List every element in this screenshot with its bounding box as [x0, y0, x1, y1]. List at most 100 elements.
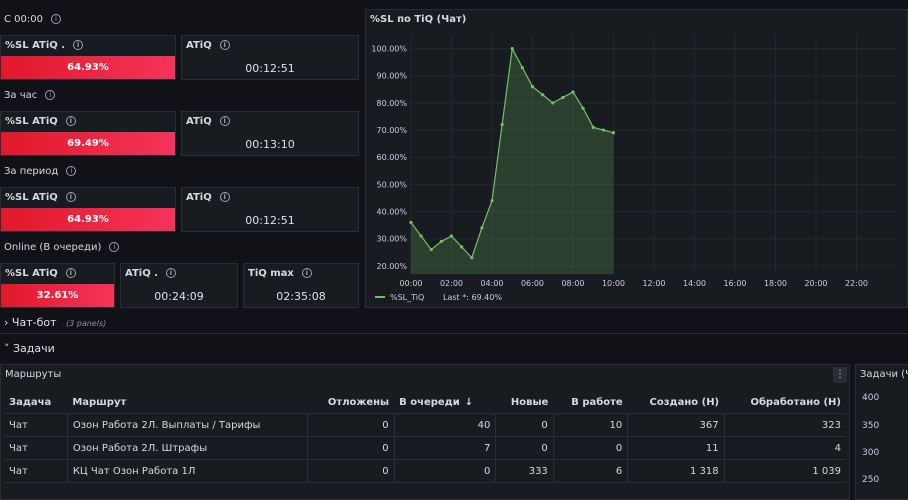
info-icon[interactable]: i: [219, 40, 230, 50]
legend-last-value: Last *: 69.40%: [443, 293, 502, 302]
column-header[interactable]: Обработано (Н): [724, 391, 846, 414]
column-header[interactable]: Новые: [495, 391, 554, 414]
info-icon[interactable]: i: [301, 268, 312, 278]
stat-value: 00:13:10: [245, 138, 295, 151]
info-icon[interactable]: i: [219, 116, 230, 126]
table-cell: 0: [552, 436, 628, 460]
info-icon[interactable]: i: [50, 14, 61, 24]
table-row[interactable]: Чат Озон Работа 2Л. Штрафы 0 7 0 0 11 4: [4, 436, 846, 460]
column-header[interactable]: В очереди ↓: [394, 391, 496, 414]
table-cell: Озон Работа 2Л. Выплаты / Тарифы: [66, 413, 308, 437]
table-cell: 323: [723, 413, 846, 437]
x-tick-label: 04:00: [480, 279, 503, 288]
data-point: [510, 46, 514, 51]
panel-title: %SL ATiQ i: [5, 116, 76, 127]
x-tick-label: 06:00: [521, 279, 544, 288]
table-cell: КЦ Чат Озон Работа 1Л: [66, 459, 308, 483]
sl-stat-panel-4[interactable]: %SL ATiQ i 32.61%: [0, 263, 115, 308]
row-chatbot[interactable]: › Чат-бот (3 panels): [4, 316, 107, 329]
data-point: [530, 85, 535, 89]
x-tick-label: 16:00: [723, 279, 746, 288]
info-icon[interactable]: i: [65, 116, 76, 126]
column-header[interactable]: Маршрут: [67, 391, 308, 414]
table-cell: 11: [627, 436, 725, 460]
y-tick-label: 90.00%: [376, 72, 407, 81]
table-cell: Чат: [4, 436, 68, 460]
y-tick-label: 50.00%: [376, 180, 407, 189]
sl-tiq-chart-panel[interactable]: %SL по TiQ (Чат) 20.00% 30.00% 40.00% 50.00…: [365, 9, 908, 308]
x-tick-label: 12:00: [642, 279, 665, 288]
routes-table-panel[interactable]: Маршруты ⋮ Задача Маршрут Отложены В очеред…: [0, 364, 850, 500]
y-tick: 250: [862, 475, 880, 485]
tasks-panel-title: Задачи (Ч: [860, 369, 908, 380]
x-tick-label: 22:00: [845, 279, 868, 288]
info-icon[interactable]: i: [66, 166, 77, 176]
data-point: [460, 245, 464, 249]
panel-title: %SL ATiQ i: [5, 192, 76, 203]
data-point: [480, 226, 484, 230]
y-tick-label: 30.00%: [376, 235, 407, 244]
data-point: [551, 101, 555, 105]
info-icon[interactable]: i: [45, 90, 56, 100]
table-cell: 1 039: [723, 459, 846, 483]
column-header[interactable]: Задача: [4, 391, 68, 414]
table-cell: 367: [627, 413, 725, 437]
data-point: [561, 95, 565, 100]
section-since-midnight: С 00:00 i: [4, 14, 61, 25]
data-point: [439, 239, 443, 244]
data-point: [581, 106, 585, 110]
table-cell: Озон Работа 2Л. Штрафы: [66, 436, 308, 460]
sl-stat-panel-1[interactable]: %SL ATiQ .i 64.93%: [0, 35, 176, 80]
panel-title: ATiQ i: [186, 116, 230, 127]
sl-stat-panel-2[interactable]: %SL ATiQ i 69.49%: [0, 111, 176, 156]
atiq-stat-panel-3[interactable]: ATiQ i 00:12:51: [181, 187, 359, 232]
table-cell: Чат: [4, 459, 68, 483]
table-cell: 4: [723, 436, 846, 460]
panel-title: TiQ max i: [248, 268, 312, 279]
column-header[interactable]: Создано (Н): [627, 391, 725, 414]
atiq-stat-panel-1[interactable]: ATiQ i 00:12:51: [181, 35, 359, 80]
panel-menu-icon[interactable]: ⋮: [833, 367, 847, 383]
info-icon[interactable]: i: [219, 192, 230, 202]
tasks-chart-panel[interactable]: Задачи (Ч 400 350 300 250: [855, 364, 908, 500]
stat-value: 02:35:08: [276, 290, 326, 303]
info-icon[interactable]: i: [73, 40, 84, 50]
data-point: [500, 123, 504, 127]
table-cell: 6: [552, 459, 628, 483]
info-icon[interactable]: i: [65, 192, 76, 202]
panel-title: ATiQ i: [186, 192, 230, 203]
chevron-down-icon: ˅: [4, 342, 10, 355]
panel-title: %SL ATiQ .i: [5, 40, 84, 51]
table-cell: 0: [393, 459, 496, 483]
row-tasks[interactable]: ˅ Задачи: [4, 342, 55, 355]
sort-desc-icon: ↓: [464, 396, 474, 408]
table-header-row: Задача Маршрут Отложены В очереди ↓ Новые В ра…: [4, 391, 846, 414]
panel-title: ATiQ .i: [125, 268, 176, 279]
info-icon[interactable]: i: [65, 268, 76, 278]
stat-value: 00:24:09: [154, 290, 204, 303]
column-header[interactable]: В работе: [553, 391, 628, 414]
y-tick-label: 100.00%: [371, 45, 407, 54]
data-point: [601, 128, 605, 132]
table-row[interactable]: Чат КЦ Чат Озон Работа 1Л 0 0 333 6 1 318 1 039: [4, 459, 846, 483]
data-point: [571, 90, 575, 94]
data-point: [419, 234, 423, 238]
sl-stat-panel-3[interactable]: %SL ATiQ i 64.93%: [0, 187, 176, 232]
y-tick-label: 60.00%: [376, 153, 407, 162]
series-area: [411, 48, 614, 274]
atiq-stat-panel-4[interactable]: ATiQ .i 00:24:09: [120, 263, 238, 308]
atiq-stat-panel-2[interactable]: ATiQ i 00:13:10: [181, 111, 359, 156]
stat-value: 64.93%: [1, 208, 175, 231]
table-row[interactable]: Чат Озон Работа 2Л. Выплаты / Тарифы 0 40 0 1…: [4, 413, 846, 437]
table-cell: 0: [307, 459, 395, 483]
table-cell: 0: [495, 436, 554, 460]
divider: [0, 333, 908, 334]
x-tick-label: 10:00: [602, 279, 625, 288]
info-icon[interactable]: i: [109, 242, 120, 252]
info-icon[interactable]: i: [166, 268, 176, 278]
x-tick-label: 00:00: [399, 279, 422, 288]
y-tick: 400: [862, 393, 880, 403]
tiq-max-stat-panel[interactable]: TiQ max i 02:35:08: [243, 263, 359, 308]
column-header[interactable]: Отложены: [307, 391, 395, 414]
data-point: [541, 93, 545, 97]
